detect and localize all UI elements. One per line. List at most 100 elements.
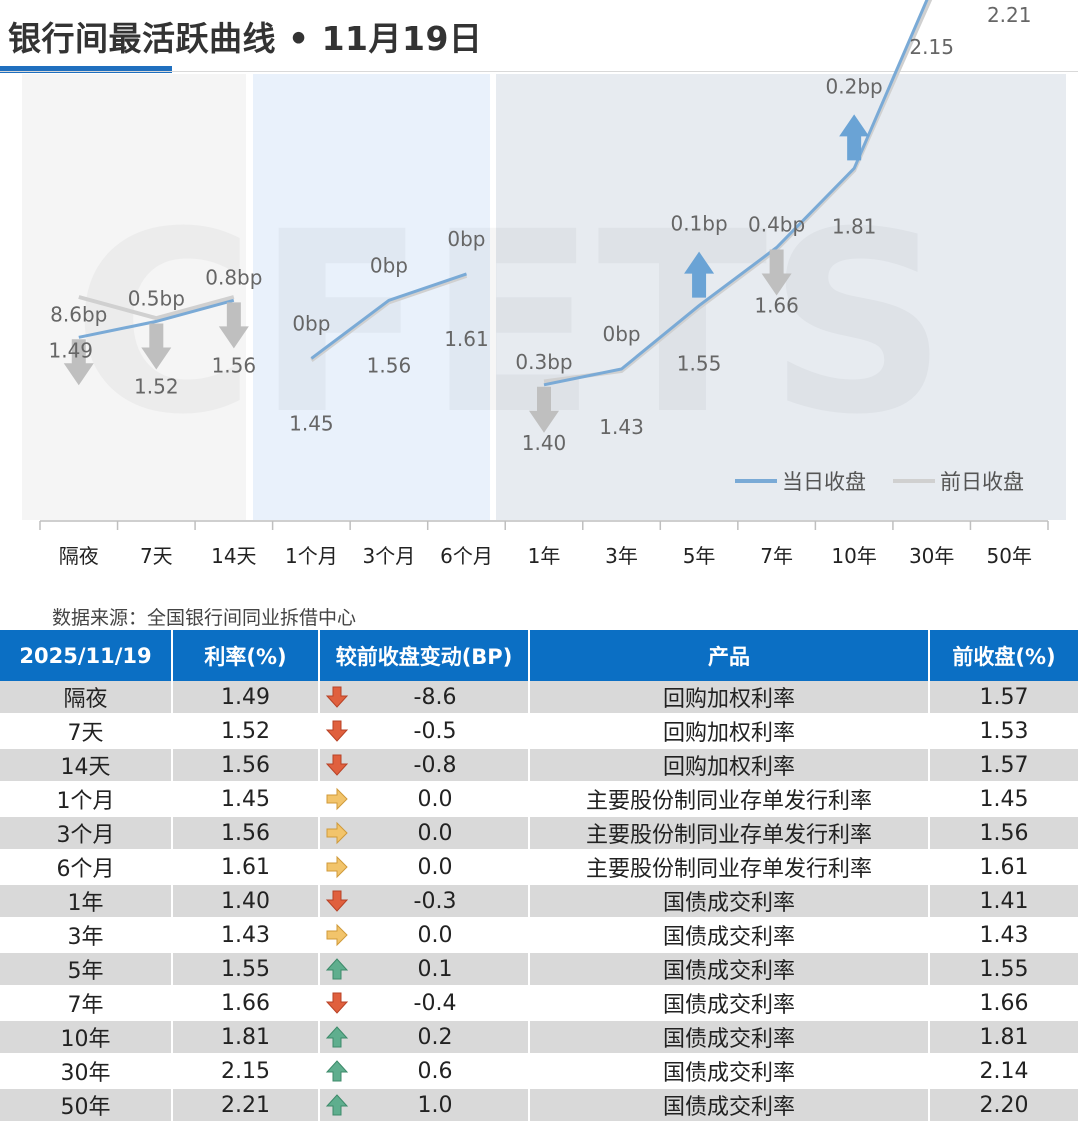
arrow-up-icon — [325, 1094, 349, 1116]
cell-rate: 1.52 — [172, 714, 320, 749]
change-value: 0.0 — [417, 854, 453, 880]
table-header-row: 2025/11/19 利率(%) 较前收盘变动(BP) 产品 前收盘(%) — [0, 630, 1078, 681]
data-label-change: 0.4bp — [748, 213, 805, 237]
x-tick-label: 14天 — [211, 544, 256, 568]
table-row: 3年 1.43 0.0 国债成交利率 1.43 — [0, 918, 1078, 953]
series-line-current — [543, 0, 929, 387]
cell-prev-close: 2.14 — [929, 1054, 1078, 1089]
series-line-previous — [543, 0, 933, 384]
data-label-change: 0.2bp — [826, 74, 883, 98]
cell-term: 6个月 — [0, 850, 173, 885]
x-tick-label: 30年 — [909, 544, 954, 568]
cell-rate: 1.81 — [172, 1020, 320, 1055]
cell-term: 1个月 — [0, 782, 173, 817]
header-rate: 利率(%) — [172, 630, 320, 681]
table-row: 1年 1.40 -0.3 国债成交利率 1.41 — [0, 884, 1078, 919]
data-label-value: 2.21 — [987, 3, 1032, 27]
change-value: -0.8 — [413, 752, 457, 778]
data-label-value: 1.45 — [289, 411, 334, 435]
table-row: 14天 1.56 -0.8 回购加权利率 1.57 — [0, 748, 1078, 783]
cell-change: 0.0 — [319, 816, 530, 851]
data-label-change: 0.3bp — [515, 350, 572, 374]
x-tick-label: 6个月 — [440, 544, 493, 568]
cell-product: 国债成交利率 — [529, 952, 930, 987]
cell-prev-close: 2.20 — [929, 1088, 1078, 1123]
table-row: 10年 1.81 0.2 国债成交利率 1.81 — [0, 1020, 1078, 1055]
cell-change: -0.8 — [319, 748, 530, 783]
change-arrow-down — [63, 339, 94, 386]
table-row: 30年 2.15 0.6 国债成交利率 2.14 — [0, 1054, 1078, 1089]
cell-change: 0.1 — [319, 952, 530, 987]
cell-rate: 1.55 — [172, 952, 320, 987]
series-line-current — [310, 272, 467, 360]
cell-rate: 1.40 — [172, 884, 320, 919]
cell-product: 主要股份制同业存单发行利率 — [529, 782, 930, 817]
data-label-change: 0bp — [370, 253, 408, 277]
arrow-down-icon — [325, 686, 349, 708]
data-label-value: 1.56 — [367, 353, 412, 377]
data-label-value: 1.52 — [134, 374, 179, 398]
cell-term: 7年 — [0, 986, 173, 1021]
band-bond — [496, 74, 1066, 520]
cell-product: 回购加权利率 — [529, 714, 930, 749]
data-label-value: 1.43 — [599, 415, 644, 439]
change-value: 0.0 — [417, 786, 453, 812]
cell-prev-close: 1.57 — [929, 681, 1078, 715]
data-label-value: 1.55 — [677, 352, 722, 376]
cell-change: -0.4 — [319, 986, 530, 1021]
data-label-change: 0.8bp — [205, 265, 262, 289]
cell-change: -0.3 — [319, 884, 530, 919]
data-label-change: 0bp — [447, 227, 485, 251]
cell-prev-close: 1.57 — [929, 748, 1078, 783]
cell-rate: 1.56 — [172, 816, 320, 851]
cell-rate: 1.43 — [172, 918, 320, 953]
rates-table: 2025/11/19 利率(%) 较前收盘变动(BP) 产品 前收盘(%) 隔夜… — [0, 630, 1078, 1123]
cell-product: 国债成交利率 — [529, 1054, 930, 1089]
cell-term: 30年 — [0, 1054, 173, 1089]
cell-product: 主要股份制同业存单发行利率 — [529, 850, 930, 885]
x-tick-label: 7天 — [140, 544, 173, 568]
series-line-previous — [310, 274, 468, 363]
change-value: -0.3 — [413, 888, 457, 914]
cell-product: 主要股份制同业存单发行利率 — [529, 816, 930, 851]
change-value: -8.6 — [413, 684, 457, 710]
arrow-right-icon — [326, 821, 348, 845]
change-value: -0.5 — [413, 718, 457, 744]
cell-term: 5年 — [0, 952, 173, 987]
cell-rate: 1.66 — [172, 986, 320, 1021]
x-tick-label: 1个月 — [285, 544, 338, 568]
cell-change: 0.0 — [319, 918, 530, 953]
table-row: 50年 2.21 1.0 国债成交利率 2.20 — [0, 1088, 1078, 1123]
change-value: 0.0 — [417, 922, 453, 948]
data-label-value: 1.49 — [49, 338, 94, 362]
cell-product: 国债成交利率 — [529, 884, 930, 919]
series-line-current — [78, 298, 235, 339]
cell-prev-close: 1.43 — [929, 918, 1078, 953]
cell-prev-close: 1.81 — [929, 1020, 1078, 1055]
table-row: 7年 1.66 -0.4 国债成交利率 1.66 — [0, 986, 1078, 1021]
cell-term: 50年 — [0, 1088, 173, 1123]
cell-rate: 1.49 — [172, 681, 320, 715]
x-tick-label: 3个月 — [363, 544, 416, 568]
cell-term: 10年 — [0, 1020, 173, 1055]
x-tick-label: 7年 — [760, 544, 793, 568]
arrow-right-icon — [326, 855, 348, 879]
change-arrow-up — [684, 251, 715, 298]
x-tick-label: 3年 — [605, 544, 638, 568]
change-value: 0.1 — [417, 956, 453, 982]
cell-prev-close: 1.56 — [929, 816, 1078, 851]
data-label-value: 1.66 — [754, 294, 799, 318]
cell-product: 国债成交利率 — [529, 986, 930, 1021]
watermark: CFETS — [72, 178, 948, 469]
x-tick-label: 1年 — [528, 544, 561, 568]
cell-change: 0.2 — [319, 1020, 530, 1055]
cell-prev-close: 1.53 — [929, 714, 1078, 749]
change-arrow-up — [839, 114, 870, 161]
arrow-up-icon — [325, 958, 349, 980]
data-source: 数据来源：全国银行间同业拆借中心 — [52, 607, 357, 629]
cell-product: 国债成交利率 — [529, 1020, 930, 1055]
cell-term: 1年 — [0, 884, 173, 919]
change-arrow-down — [218, 302, 249, 349]
cell-change: 1.0 — [319, 1088, 530, 1123]
change-arrow-down — [529, 386, 559, 433]
